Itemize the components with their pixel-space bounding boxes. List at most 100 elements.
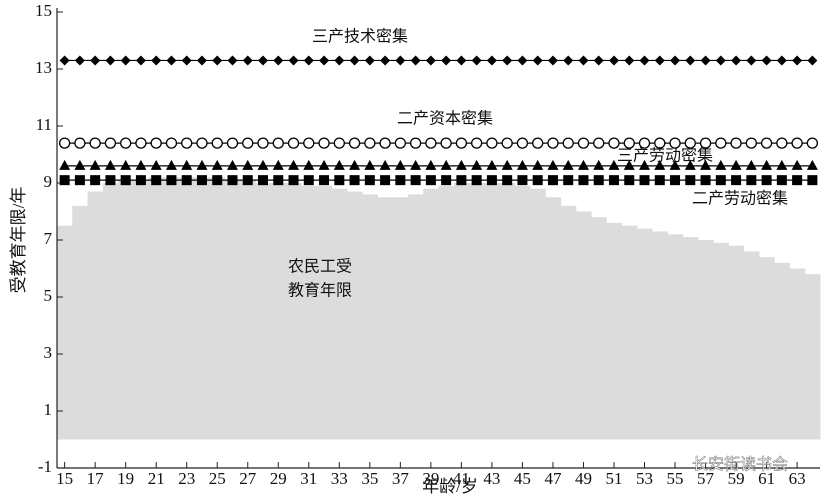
- marker: [379, 159, 391, 170]
- marker: [226, 137, 239, 149]
- x-tick-label: 21: [148, 469, 165, 488]
- marker: [440, 159, 452, 170]
- marker: [181, 175, 192, 186]
- x-tick-label: 19: [117, 469, 134, 488]
- x-tick-label: 39: [422, 469, 439, 488]
- x-tick-label: 61: [758, 469, 775, 488]
- marker: [578, 175, 589, 186]
- marker: [608, 137, 620, 149]
- marker: [593, 55, 604, 66]
- area-annotation: 农民工受: [288, 258, 352, 276]
- marker: [196, 159, 208, 170]
- marker: [89, 159, 101, 170]
- area-step: [453, 183, 470, 440]
- marker: [303, 159, 315, 170]
- marker: [394, 137, 407, 149]
- marker: [624, 55, 635, 66]
- marker: [700, 55, 711, 66]
- marker: [486, 175, 497, 186]
- marker: [333, 137, 345, 149]
- area-step: [87, 191, 104, 440]
- marker: [333, 159, 345, 170]
- marker: [288, 175, 299, 186]
- marker: [334, 175, 345, 186]
- marker: [104, 137, 117, 149]
- marker: [441, 55, 452, 66]
- marker: [532, 137, 544, 149]
- marker: [654, 55, 665, 66]
- marker: [303, 137, 315, 149]
- marker: [440, 137, 452, 149]
- area-step: [682, 237, 699, 440]
- y-axis-label: 受教育年限/年: [9, 187, 28, 294]
- area-step: [377, 197, 394, 440]
- marker: [731, 55, 742, 66]
- marker: [486, 159, 498, 170]
- marker: [318, 137, 330, 149]
- marker: [593, 137, 605, 149]
- x-tick-label: 35: [361, 469, 378, 488]
- marker: [181, 137, 193, 149]
- marker: [288, 159, 300, 170]
- area-step: [621, 225, 638, 440]
- marker: [165, 159, 177, 170]
- marker: [135, 137, 147, 149]
- marker: [150, 137, 162, 149]
- marker: [410, 175, 421, 186]
- marker: [273, 175, 284, 186]
- marker: [258, 55, 269, 66]
- marker: [791, 159, 803, 170]
- marker: [287, 137, 300, 149]
- marker: [349, 175, 360, 186]
- marker: [501, 137, 513, 149]
- area-step: [636, 228, 653, 440]
- area-step: [148, 177, 165, 440]
- marker: [59, 159, 71, 170]
- area-step: [591, 217, 607, 440]
- marker: [456, 55, 467, 66]
- marker: [212, 55, 223, 66]
- x-tick-label: 41: [453, 469, 470, 488]
- marker: [577, 159, 589, 170]
- marker: [89, 137, 101, 149]
- marker: [715, 137, 727, 149]
- marker: [394, 159, 406, 170]
- marker: [456, 175, 467, 186]
- marker: [730, 159, 742, 170]
- marker: [623, 137, 635, 149]
- area-step: [789, 268, 806, 440]
- marker: [685, 175, 696, 186]
- marker: [303, 55, 314, 66]
- area-step: [606, 222, 623, 440]
- series-label: 二产劳动密集: [692, 190, 788, 208]
- x-tick-label: 63: [789, 469, 806, 488]
- marker: [441, 175, 452, 186]
- marker: [532, 175, 543, 186]
- x-tick-label: 49: [575, 469, 592, 488]
- area-step: [560, 205, 577, 440]
- x-tick-label: 45: [514, 469, 531, 488]
- marker: [761, 55, 772, 66]
- marker: [776, 55, 787, 66]
- marker: [409, 137, 422, 149]
- marker: [532, 55, 543, 66]
- marker: [593, 175, 604, 186]
- y-tick-label: 3: [44, 343, 53, 362]
- marker: [715, 175, 726, 186]
- marker: [120, 55, 131, 66]
- x-tick-label: 55: [667, 469, 684, 488]
- marker: [104, 159, 116, 170]
- area-step: [530, 188, 546, 440]
- marker: [761, 175, 772, 186]
- x-tick-label: 17: [87, 469, 105, 488]
- marker: [90, 175, 101, 186]
- marker: [181, 159, 193, 170]
- marker: [364, 55, 375, 66]
- marker: [120, 175, 131, 186]
- marker: [348, 137, 361, 149]
- area-step: [438, 185, 455, 440]
- area-step: [163, 177, 180, 440]
- marker: [746, 175, 757, 186]
- marker: [303, 175, 314, 186]
- marker: [319, 175, 330, 186]
